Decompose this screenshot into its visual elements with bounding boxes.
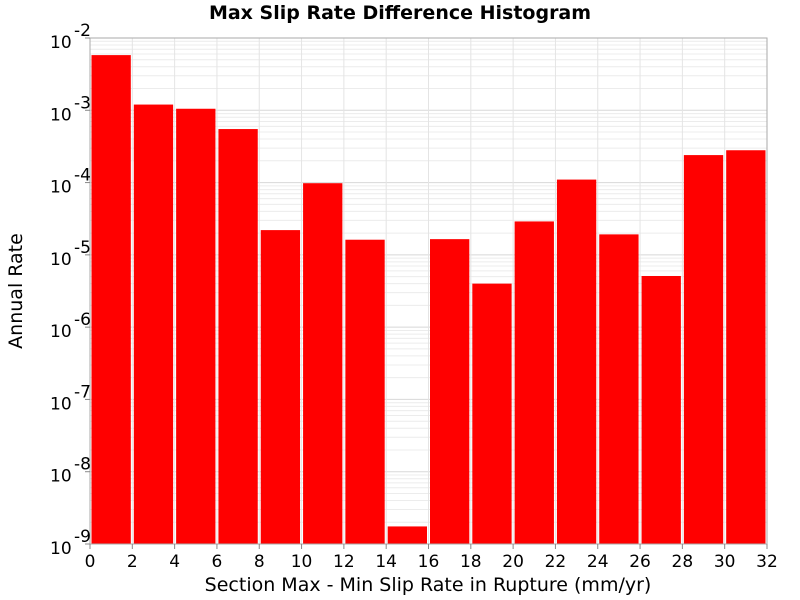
histogram-bar xyxy=(176,108,216,544)
histogram-bar xyxy=(133,104,174,544)
x-tick-label: 10 xyxy=(291,552,313,572)
x-tick-label: 0 xyxy=(85,552,96,572)
y-tick-exponent: -5 xyxy=(74,238,91,258)
histogram-bar xyxy=(345,239,385,544)
y-tick-layer: 10-910-810-710-610-510-410-310-2 xyxy=(50,21,91,559)
x-tick-label: 26 xyxy=(629,552,651,572)
y-tick-exponent: -6 xyxy=(74,310,91,330)
x-tick-label: 30 xyxy=(714,552,736,572)
x-tick-label: 4 xyxy=(169,552,180,572)
histogram-bar xyxy=(726,150,766,544)
histogram-bar xyxy=(218,129,258,545)
x-tick-label: 14 xyxy=(375,552,397,572)
y-tick-label: 10 xyxy=(50,322,72,342)
histogram-bar xyxy=(430,239,470,544)
y-tick-label: 10 xyxy=(50,33,72,53)
histogram-bar xyxy=(260,230,301,545)
y-tick-exponent: -2 xyxy=(74,21,91,41)
histogram-bar xyxy=(387,526,427,544)
y-tick-label: 10 xyxy=(50,178,72,198)
y-tick-exponent: -4 xyxy=(74,166,91,186)
y-tick-label: 10 xyxy=(50,105,72,125)
y-tick-exponent: -3 xyxy=(74,93,91,113)
histogram-bar xyxy=(514,221,554,544)
y-tick-exponent: -8 xyxy=(74,455,91,475)
histogram-bar xyxy=(556,179,597,544)
chart-title: Max Slip Rate Difference Histogram xyxy=(208,2,592,24)
x-tick-label: 16 xyxy=(418,552,440,572)
bars-layer xyxy=(91,55,766,545)
x-tick-label: 28 xyxy=(672,552,694,572)
x-tick-label: 20 xyxy=(502,552,524,572)
histogram-bar xyxy=(599,234,639,544)
x-tick-label: 18 xyxy=(460,552,482,572)
histogram-bar xyxy=(91,55,131,545)
histogram-bar xyxy=(303,183,343,544)
y-tick-label: 10 xyxy=(50,250,72,270)
x-tick-layer: 0 2 4 6 8 10 12 14 16 18 20 22 24 26 28 30 32 xyxy=(85,544,778,572)
y-tick-label: 10 xyxy=(50,539,72,559)
x-tick-label: 6 xyxy=(212,552,223,572)
y-axis-title: Annual Rate xyxy=(5,233,27,349)
x-tick-label: 12 xyxy=(333,552,355,572)
histogram-bar xyxy=(472,283,512,544)
y-tick-exponent: -9 xyxy=(74,527,91,547)
x-tick-label: 24 xyxy=(587,552,609,572)
x-tick-label: 8 xyxy=(254,552,265,572)
histogram-bar xyxy=(641,275,681,544)
histogram-bar xyxy=(683,155,724,544)
x-tick-label: 22 xyxy=(545,552,567,572)
x-tick-label: 2 xyxy=(127,552,138,572)
y-tick-label: 10 xyxy=(50,394,72,414)
x-axis-title: Section Max - Min Slip Rate in Rupture (… xyxy=(205,574,652,596)
y-tick-label: 10 xyxy=(50,467,72,487)
y-tick-exponent: -7 xyxy=(74,382,91,402)
x-tick-label: 32 xyxy=(756,552,778,572)
